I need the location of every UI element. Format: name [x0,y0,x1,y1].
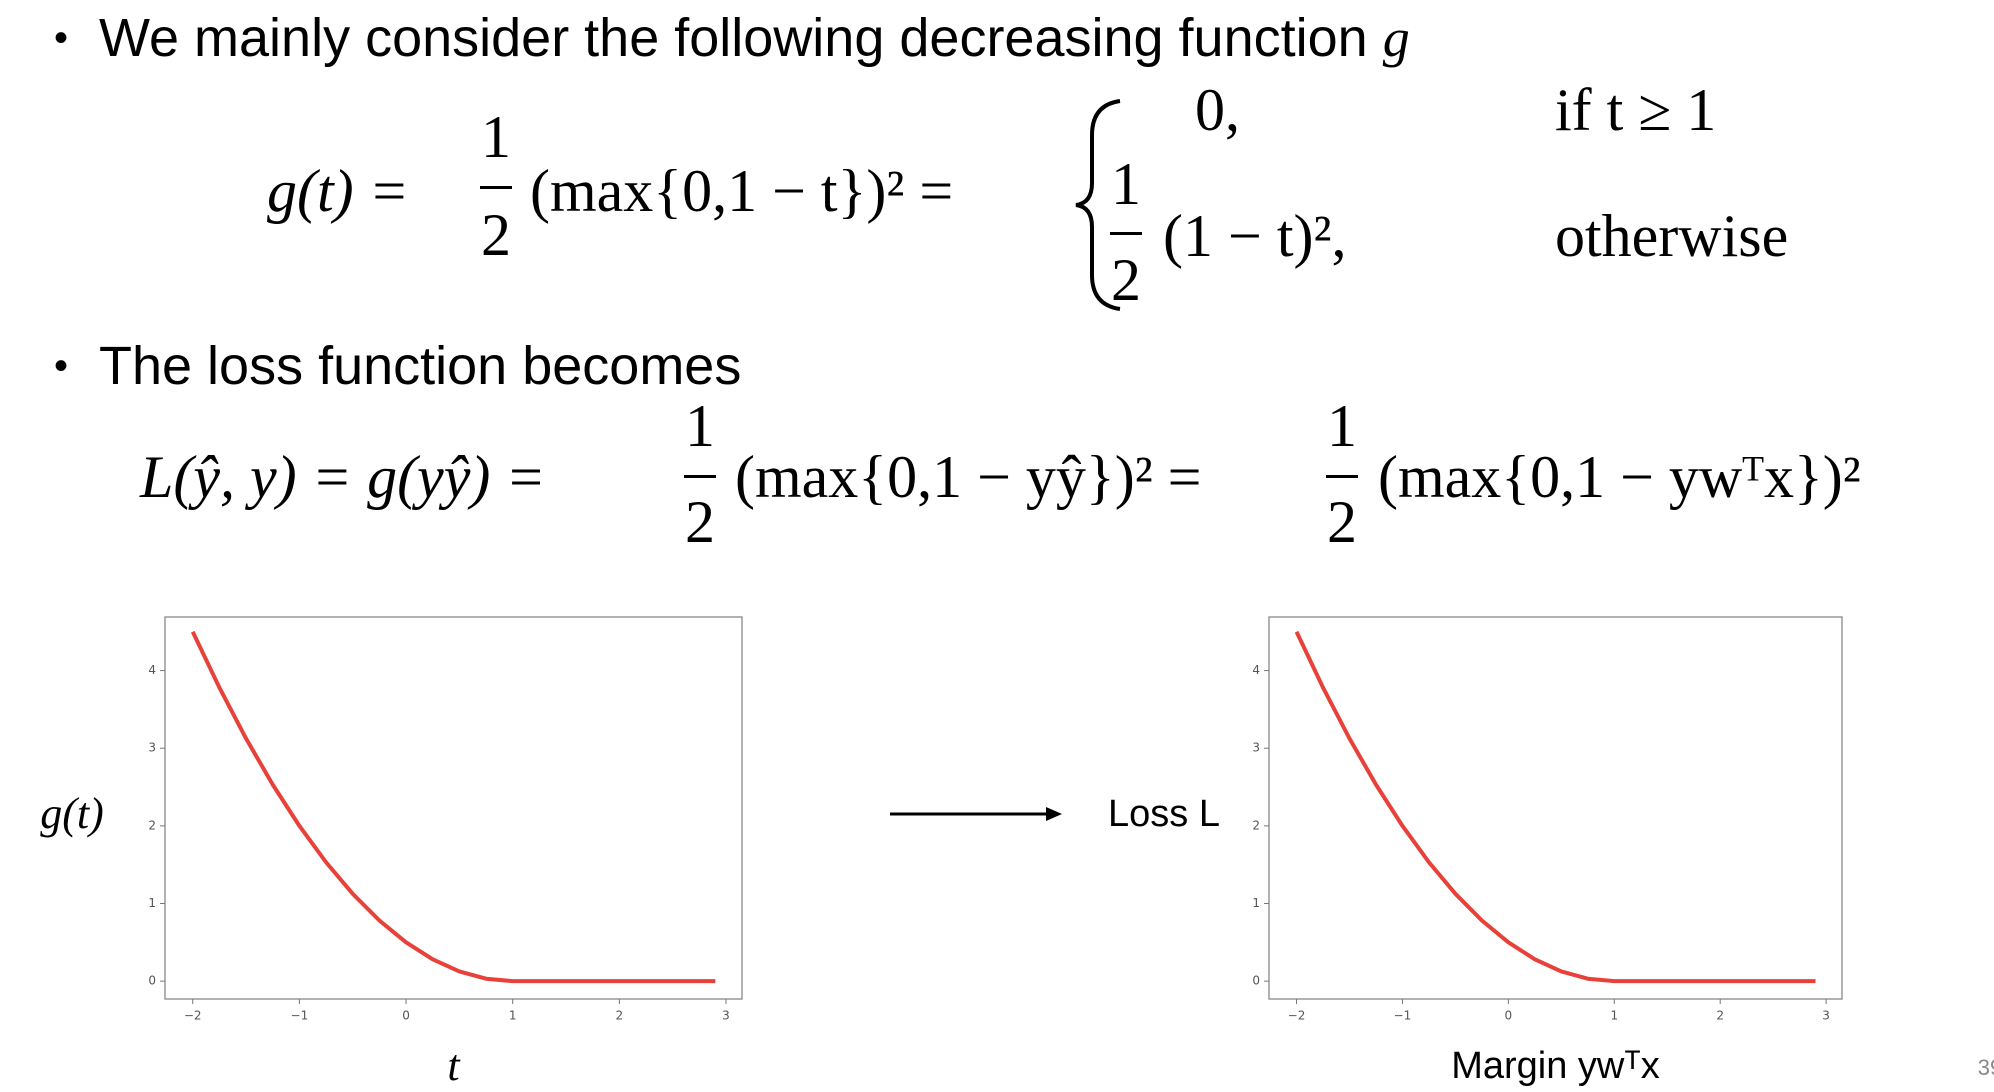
brace [1075,99,1121,311]
y-axis-label: Loss L [1108,793,1220,835]
x-tick-label: −1 [1394,1009,1412,1023]
equation-middle: (max{0,1 − yŷ})² = [735,444,1202,510]
page-number: 39 [1977,1055,1994,1080]
fraction-denominator: 2 [685,489,715,555]
y-axis-label: g(t) [40,789,104,838]
case-expr: 0, [1195,77,1240,143]
x-tick-label: 3 [1822,1009,1830,1023]
fraction-denominator: 2 [1327,489,1357,555]
fraction-denominator: 2 [1111,247,1141,313]
y-tick-label: 1 [1252,896,1260,910]
y-tick-label: 2 [1252,818,1260,832]
x-tick-label: 2 [616,1009,624,1023]
fraction-numerator: 1 [1327,393,1357,459]
y-tick-label: 1 [148,896,156,910]
fraction-numerator: 1 [685,393,715,459]
y-tick-label: 4 [1252,663,1260,677]
bullet-dot: • [53,344,69,388]
fraction-denominator: 2 [481,202,511,268]
y-tick-label: 4 [148,663,156,677]
arrow-head [1046,807,1062,821]
x-axis-label: t [447,1041,460,1090]
y-tick-label: 0 [148,974,156,988]
x-tick-label: 1 [1610,1009,1618,1023]
fraction-bar [1110,232,1142,235]
line [1294,630,1816,984]
x-tick-label: 3 [722,1009,730,1023]
equation-lhs: g(t) = [267,158,410,224]
equation-lhs: L(ŷ, y) = g(yŷ) = [140,444,546,510]
symbol: g [1382,8,1410,68]
y-tick-label: 0 [1252,974,1260,988]
x-tick-label: −2 [184,1009,202,1023]
x-tick-label: 2 [1716,1009,1724,1023]
x-tick-label: −2 [1288,1009,1306,1023]
case-condition: otherwise [1555,203,1789,269]
x-tick-label: 0 [1505,1009,1513,1023]
x-tick-label: 1 [509,1009,517,1023]
case-expr: (1 − t)², [1163,203,1347,269]
fraction-numerator: 1 [1111,151,1141,217]
x-tick-label: −1 [291,1009,309,1023]
plot-frame [1268,616,1843,1000]
fraction-numerator: 1 [481,104,511,170]
y-tick-label: 3 [148,741,156,755]
bullet-text: The loss function becomes [99,336,742,396]
y-tick-label: 2 [148,818,156,832]
plot-frame [164,616,743,1000]
y-tick-label: 3 [1252,741,1260,755]
fraction-bar [684,475,716,478]
fraction-bar [480,186,512,189]
equation-rhs: (max{0,1 − ywᵀx})² [1378,444,1861,510]
line [190,630,716,984]
text: We mainly consider the following decreas… [99,8,1368,68]
bullet-text: We mainly consider the following decreas… [99,11,1410,65]
case-condition: if t ≥ 1 [1555,77,1717,143]
x-axis-label: Margin ywᵀx [1451,1045,1660,1087]
x-tick-label: 0 [402,1009,410,1023]
fraction-bar [1326,475,1358,478]
equation-middle: (max{0,1 − t})² = [530,158,954,224]
bullet-dot: • [53,16,69,60]
